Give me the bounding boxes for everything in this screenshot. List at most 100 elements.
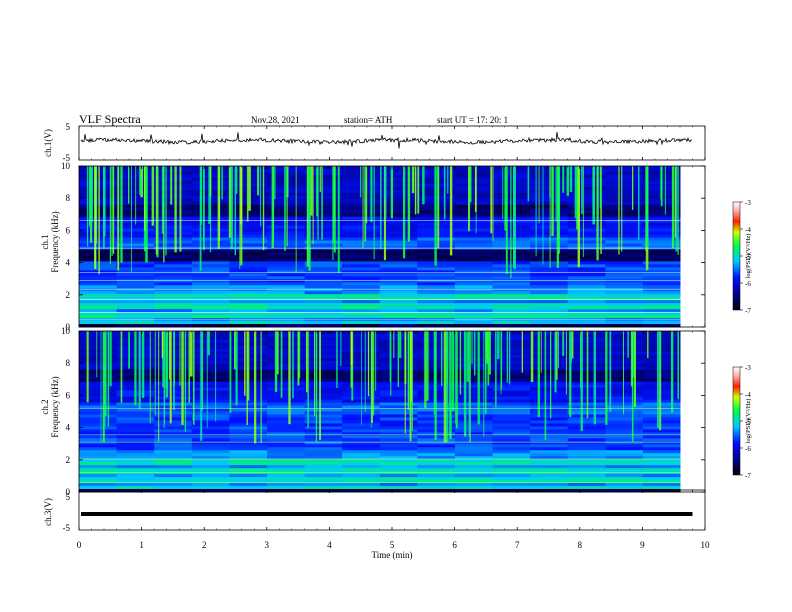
spectrogram-cell bbox=[116, 279, 155, 283]
sferic-streak bbox=[373, 166, 375, 260]
spectrogram-cell bbox=[116, 468, 155, 472]
spectrogram-cell bbox=[191, 354, 230, 359]
sferic-streak bbox=[399, 331, 402, 359]
spectrogram-cell bbox=[605, 255, 644, 259]
spectrogram-cell bbox=[454, 174, 494, 179]
spectrogram-cell bbox=[454, 468, 494, 472]
spectrogram-cell bbox=[229, 483, 268, 487]
spectrogram-cell bbox=[267, 378, 306, 383]
colorbar-tick-label: -6 bbox=[745, 280, 751, 288]
spectrogram-cell bbox=[492, 384, 531, 389]
spectrogram-cell bbox=[454, 198, 494, 203]
spectrogram-cell bbox=[530, 339, 569, 344]
spectrogram-cell bbox=[267, 372, 306, 377]
frequency-tick-label: 6 bbox=[66, 225, 71, 235]
spectrogram-cell bbox=[191, 486, 230, 490]
spectrogram-cell bbox=[454, 291, 494, 295]
spectrogram-cell bbox=[454, 204, 494, 209]
sferic-streak bbox=[508, 331, 511, 385]
spectrogram-cell bbox=[567, 174, 606, 179]
spectrogram-cell bbox=[492, 306, 531, 310]
spectrogram-cell bbox=[642, 309, 682, 313]
spectrogram-cell bbox=[642, 468, 682, 472]
spectrogram-cell bbox=[191, 276, 230, 280]
spectrogram-cell bbox=[567, 186, 606, 191]
spectrogram-cell bbox=[267, 228, 306, 232]
spectrogram-cell bbox=[191, 450, 230, 454]
spectrogram-cell bbox=[154, 489, 193, 493]
spectrogram-cell bbox=[454, 294, 494, 298]
spectrogram-cell bbox=[229, 423, 268, 427]
spectrogram-cell bbox=[79, 198, 118, 203]
spectrogram-cell bbox=[417, 273, 456, 277]
spectrogram-cell bbox=[79, 189, 118, 194]
sferic-streak bbox=[155, 166, 158, 255]
spectrogram-cell bbox=[642, 348, 682, 353]
spectrogram-cell bbox=[605, 186, 644, 191]
sferic-streak bbox=[454, 331, 456, 424]
sferic-streak bbox=[314, 331, 316, 417]
spectrogram-cell bbox=[229, 225, 268, 230]
sferic-streak bbox=[361, 331, 362, 425]
spectrogram-cell bbox=[530, 267, 569, 271]
spectrogram-cell bbox=[530, 387, 569, 392]
sferic-streak bbox=[257, 166, 260, 196]
spectrogram-cell bbox=[642, 360, 682, 365]
frequency-tick-label: 8 bbox=[66, 358, 71, 368]
spectrogram-cell bbox=[304, 381, 343, 386]
colorbar-tick-label: -3 bbox=[745, 364, 751, 372]
frequency-tick-label: 4 bbox=[66, 258, 71, 268]
spectrogram-cell bbox=[229, 432, 268, 436]
spectrogram-cell bbox=[229, 465, 268, 469]
sferic-streak bbox=[403, 166, 406, 259]
spectrogram-cell bbox=[492, 459, 531, 463]
sferic-streak bbox=[286, 166, 288, 247]
spectrogram-cell bbox=[79, 483, 118, 487]
spectrogram-cell bbox=[567, 168, 606, 173]
spectrogram-cell bbox=[304, 426, 343, 430]
spectrogram-cell bbox=[605, 426, 644, 430]
spectrogram-cell bbox=[530, 489, 569, 493]
spectrogram-cell bbox=[530, 375, 569, 380]
spectrogram-cell bbox=[116, 276, 155, 280]
sferic-streak bbox=[86, 166, 89, 247]
spectrogram-cell bbox=[492, 348, 531, 353]
sferic-streak bbox=[309, 166, 311, 217]
sferic-streak bbox=[274, 166, 276, 200]
sferic-streak bbox=[562, 331, 565, 356]
spectrogram-cell bbox=[530, 381, 569, 386]
spectrogram-cell bbox=[492, 213, 531, 218]
spectrogram-cell bbox=[605, 168, 644, 173]
spectrogram-cell bbox=[116, 483, 155, 487]
sferic-streak bbox=[582, 166, 584, 257]
spectrogram-cell bbox=[267, 297, 306, 301]
spectrogram-cell bbox=[116, 447, 155, 451]
spectrogram-cell bbox=[454, 375, 494, 380]
sferic-streak bbox=[580, 331, 583, 432]
spectrogram-cell bbox=[304, 339, 343, 344]
spectrogram-cell bbox=[454, 378, 494, 383]
spectrogram-cell bbox=[605, 183, 644, 188]
spectrogram-cell bbox=[530, 219, 569, 224]
spectrogram-cell bbox=[642, 354, 682, 359]
spectrogram-cell bbox=[79, 384, 118, 389]
sferic-streak bbox=[316, 166, 319, 217]
sferic-streak bbox=[337, 166, 340, 273]
spectrogram-cell bbox=[605, 258, 644, 262]
spectrogram-cell bbox=[454, 465, 494, 469]
spectrogram-cell bbox=[454, 402, 494, 406]
spectrogram-cell bbox=[379, 453, 418, 457]
spectrogram-cell bbox=[567, 315, 606, 319]
spectrogram-cell bbox=[605, 387, 644, 392]
spectrogram-cell bbox=[304, 201, 343, 206]
sferic-streak bbox=[485, 331, 487, 415]
sferic-streak bbox=[90, 166, 93, 223]
spectrogram-cell bbox=[116, 414, 155, 418]
spectrogram-cell bbox=[530, 331, 569, 335]
spectrogram-cell bbox=[530, 237, 569, 241]
spectrogram-cell bbox=[379, 438, 418, 442]
spectrogram-cell bbox=[79, 249, 118, 253]
spectrogram-cell bbox=[229, 306, 268, 310]
spectrogram-cell bbox=[492, 345, 531, 350]
